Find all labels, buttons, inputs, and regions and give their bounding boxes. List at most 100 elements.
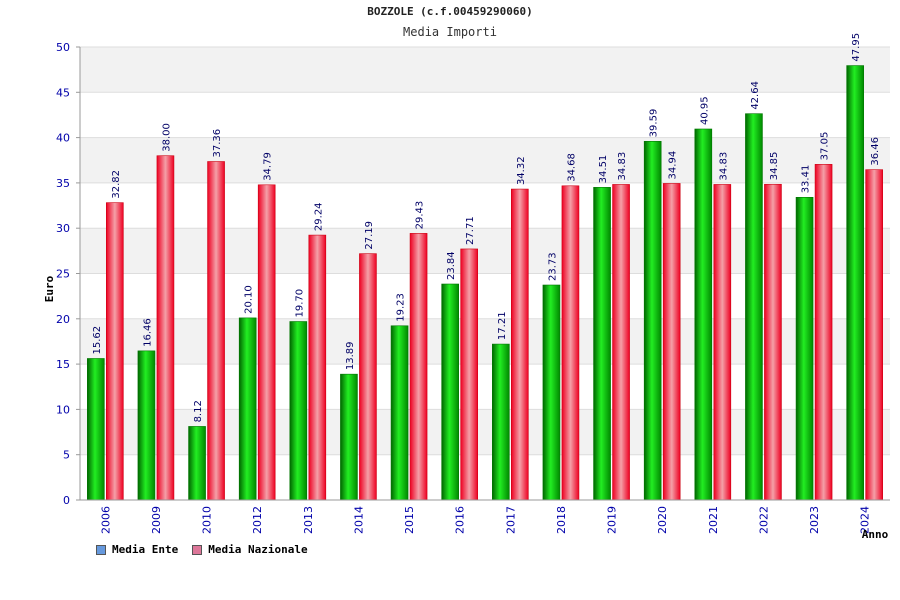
x-tick-label: 2013 xyxy=(302,506,315,534)
bar-media-nazionale xyxy=(257,184,276,501)
data-label-media-nazionale: 34.83 xyxy=(617,152,628,181)
data-label-media-ente: 34.51 xyxy=(598,155,609,184)
bar-media-ente xyxy=(542,284,561,501)
x-tick-label: 2018 xyxy=(555,506,568,534)
data-label-media-ente: 23.84 xyxy=(446,251,457,280)
bar-media-ente xyxy=(238,317,257,501)
x-axis-title: Anno xyxy=(862,528,889,541)
x-tick-label: 2019 xyxy=(606,506,619,534)
y-tick-label: 50 xyxy=(56,41,70,54)
x-tick-label: 2020 xyxy=(656,506,669,534)
y-axis-title: Euro xyxy=(43,275,56,302)
data-label-media-ente: 20.10 xyxy=(244,285,255,314)
bar-media-nazionale xyxy=(207,161,225,501)
legend-item-media-ente: Media Ente xyxy=(96,543,178,556)
data-label-media-nazionale: 29.43 xyxy=(415,201,426,230)
bar-media-nazionale xyxy=(612,184,630,501)
data-label-media-nazionale: 37.36 xyxy=(212,129,223,158)
x-tick-label: 2016 xyxy=(454,506,467,534)
x-tick-label: 2017 xyxy=(504,506,517,534)
x-tick-label: 2009 xyxy=(150,506,163,534)
data-label-media-nazionale: 34.85 xyxy=(769,152,780,181)
y-tick-label: 30 xyxy=(56,222,70,235)
legend-item-media-nazionale: Media Nazionale xyxy=(192,543,308,556)
bar-media-nazionale xyxy=(511,188,529,501)
data-label-media-ente: 33.41 xyxy=(801,165,812,194)
data-label-media-nazionale: 37.05 xyxy=(820,132,831,161)
data-label-media-ente: 16.46 xyxy=(142,318,153,347)
legend-label-media-ente: Media Ente xyxy=(112,543,179,556)
bar-media-nazionale xyxy=(106,202,124,501)
bar-media-ente xyxy=(846,65,864,501)
bar-media-ente xyxy=(593,187,611,501)
data-label-media-nazionale: 32.82 xyxy=(111,170,122,199)
bar-media-nazionale xyxy=(409,233,428,501)
y-tick-label: 5 xyxy=(63,449,70,462)
bar-media-nazionale xyxy=(865,169,883,501)
bar-media-ente xyxy=(289,321,308,501)
bar-media-nazionale xyxy=(713,184,732,501)
data-label-media-nazionale: 34.32 xyxy=(516,156,527,185)
data-label-media-nazionale: 36.46 xyxy=(870,137,881,166)
bar-media-ente xyxy=(441,283,459,501)
bar-media-ente xyxy=(390,325,409,501)
x-tick-label: 2023 xyxy=(808,506,821,534)
x-tick-label: 2021 xyxy=(707,506,720,534)
axes: 0 5 10 15 20 25 30 35 40 45 50 2006 2009 2010 2012 2013… xyxy=(56,41,890,534)
data-label-media-nazionale: 38.00 xyxy=(161,123,172,152)
data-label-media-ente: 8.12 xyxy=(193,400,204,422)
bar-media-nazionale xyxy=(359,253,377,501)
y-tick-label: 10 xyxy=(56,403,70,416)
data-label-media-nazionale: 34.83 xyxy=(718,152,729,181)
y-tick-label: 35 xyxy=(56,177,70,190)
bar-media-ente xyxy=(745,113,763,501)
bar-media-nazionale xyxy=(662,183,681,501)
x-tick-label: 2024 xyxy=(859,506,872,534)
data-label-media-ente: 19.23 xyxy=(396,293,407,322)
chart-title: BOZZOLE (c.f.00459290060) xyxy=(367,5,533,18)
bar-media-ente xyxy=(137,350,156,501)
bar-media-nazionale xyxy=(814,164,833,501)
y-tick-label: 45 xyxy=(56,86,70,99)
data-label-media-ente: 19.70 xyxy=(294,289,305,318)
data-label-media-nazionale: 27.19 xyxy=(364,221,375,250)
data-label-media-ente: 13.89 xyxy=(345,342,356,371)
data-labels: 15.62 32.82 16.46 38.00 8.12 37.36 20.10 34.79 1… xyxy=(92,33,881,423)
y-tick-label: 0 xyxy=(63,494,70,507)
y-tick-label: 15 xyxy=(56,358,70,371)
legend: Media Ente Media Nazionale xyxy=(96,543,308,556)
x-tick-label: 2006 xyxy=(99,506,112,534)
bar-media-nazionale xyxy=(460,248,478,501)
legend-label-media-nazionale: Media Nazionale xyxy=(208,543,308,556)
y-tick-label: 40 xyxy=(56,132,70,145)
data-label-media-ente: 47.95 xyxy=(851,33,862,62)
bar-media-ente xyxy=(340,373,358,501)
x-tick-label: 2012 xyxy=(251,506,264,534)
bar-media-ente xyxy=(795,197,814,501)
data-label-media-nazionale: 34.68 xyxy=(566,153,577,182)
plot-band xyxy=(80,92,890,138)
data-label-media-nazionale: 34.79 xyxy=(263,152,274,181)
x-tick-label: 2022 xyxy=(757,506,770,534)
legend-swatch-media-nazionale xyxy=(192,544,203,555)
bar-media-nazionale xyxy=(308,234,327,501)
y-tick-label: 20 xyxy=(56,313,70,326)
x-tick-label: 2010 xyxy=(201,506,214,534)
bar-media-nazionale xyxy=(156,155,175,501)
bar-media-nazionale xyxy=(561,185,580,501)
legend-swatch-media-ente xyxy=(96,544,106,555)
x-tick-label: 2015 xyxy=(403,506,416,534)
bar-media-ente xyxy=(188,426,206,501)
bar-media-nazionale xyxy=(764,183,782,501)
x-tick-label: 2014 xyxy=(352,506,365,534)
data-label-media-ente: 23.73 xyxy=(547,252,558,281)
y-tick-label: 25 xyxy=(56,268,70,281)
data-label-media-ente: 42.64 xyxy=(750,81,761,110)
data-label-media-nazionale: 27.71 xyxy=(465,216,476,245)
bar-media-ente xyxy=(694,128,713,501)
bar-media-ente xyxy=(643,141,662,501)
bar-media-ente xyxy=(87,358,105,501)
data-label-media-ente: 39.59 xyxy=(649,109,660,138)
data-label-media-nazionale: 34.94 xyxy=(668,151,679,180)
